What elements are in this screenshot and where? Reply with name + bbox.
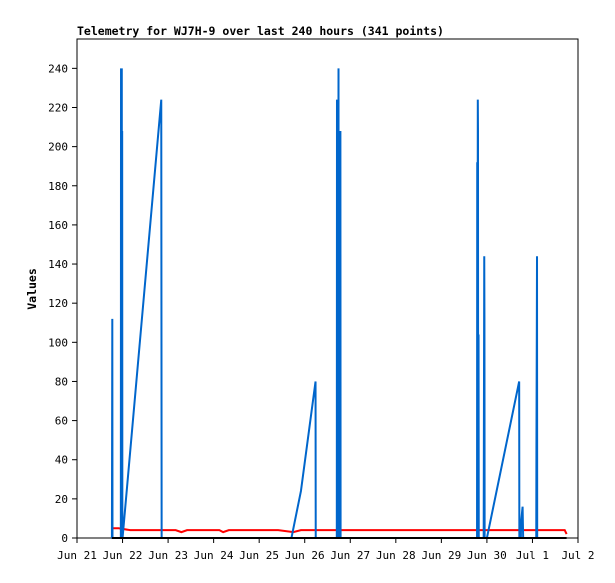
chart-title: Telemetry for WJ7H-9 over last 240 hours… <box>77 24 444 38</box>
x-tick-label: Jun 29 <box>421 549 461 562</box>
x-tick-label: Jun 30 <box>467 549 507 562</box>
y-tick-label: 160 <box>48 219 68 232</box>
x-tick-label: Jun 22 <box>103 549 143 562</box>
y-axis-label: Values <box>25 268 39 310</box>
x-tick-label: Jun 24 <box>194 549 234 562</box>
y-tick-label: 100 <box>48 336 68 349</box>
plot-area: 0 20 40 60 80 100 120 140 160 180 200 220 240 Jun 21 J… <box>48 38 595 562</box>
y-tick-label: 20 <box>55 493 68 506</box>
y-tick-label: 240 <box>48 62 68 75</box>
y-tick-label: 0 <box>61 532 68 545</box>
x-tick-label: Jul 1 <box>516 549 549 562</box>
y-tick-label: 220 <box>48 101 68 114</box>
x-tick-label: Jul 2 <box>561 549 594 562</box>
y-tick-label: 80 <box>55 375 68 388</box>
y-tick-label: 200 <box>48 141 68 154</box>
x-tick-label: Jun 26 <box>285 549 325 562</box>
y-tick-label: 180 <box>48 180 68 193</box>
y-tick-label: 40 <box>55 454 68 467</box>
y-tick-label: 120 <box>48 297 68 310</box>
x-tick-label: Jun 23 <box>148 549 188 562</box>
x-tick-label: Jun 25 <box>239 549 279 562</box>
series-line-2 <box>110 68 539 539</box>
y-tick-label: 60 <box>55 415 68 428</box>
x-tick-label: Jun 27 <box>330 549 370 562</box>
x-tick-label: Jun 28 <box>376 549 416 562</box>
y-tick-label: 140 <box>48 258 68 271</box>
x-tick-label: Jun 21 <box>57 549 97 562</box>
